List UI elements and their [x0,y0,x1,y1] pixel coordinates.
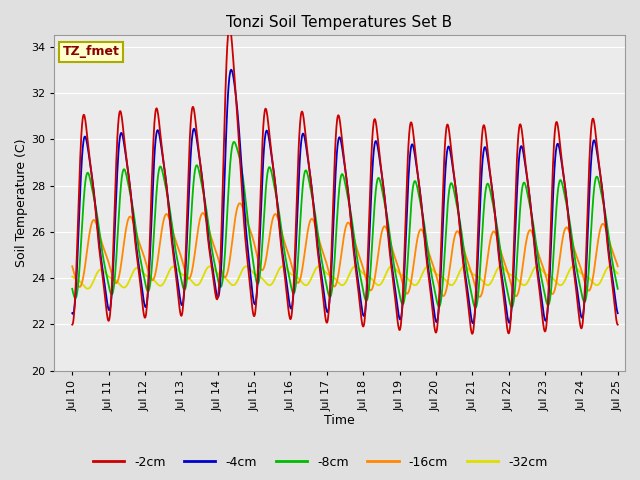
Text: TZ_fmet: TZ_fmet [63,46,120,59]
Legend: -2cm, -4cm, -8cm, -16cm, -32cm: -2cm, -4cm, -8cm, -16cm, -32cm [88,451,552,474]
Y-axis label: Soil Temperature (C): Soil Temperature (C) [15,139,28,267]
Title: Tonzi Soil Temperatures Set B: Tonzi Soil Temperatures Set B [227,15,452,30]
X-axis label: Time: Time [324,414,355,427]
